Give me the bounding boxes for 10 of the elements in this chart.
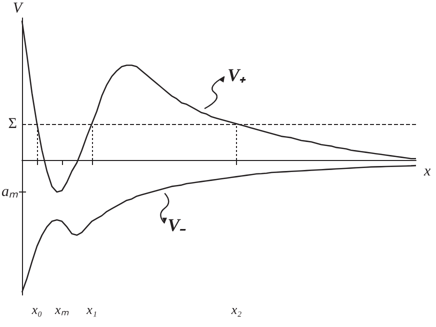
- legend-label: V₋: [168, 215, 186, 236]
- y-axis-title: V: [12, 0, 24, 16]
- x-axis-title: x: [423, 163, 431, 180]
- x-tick-label: x₂: [230, 302, 242, 317]
- ref-line-label: Σ: [8, 116, 17, 132]
- x-tick-label: x₁: [86, 302, 97, 317]
- text: aₘ: [0, 183, 18, 201]
- legend-label: V₊: [228, 64, 246, 85]
- x-tick-label: x₀: [30, 302, 42, 317]
- x-tick-label: xₘ: [54, 302, 69, 317]
